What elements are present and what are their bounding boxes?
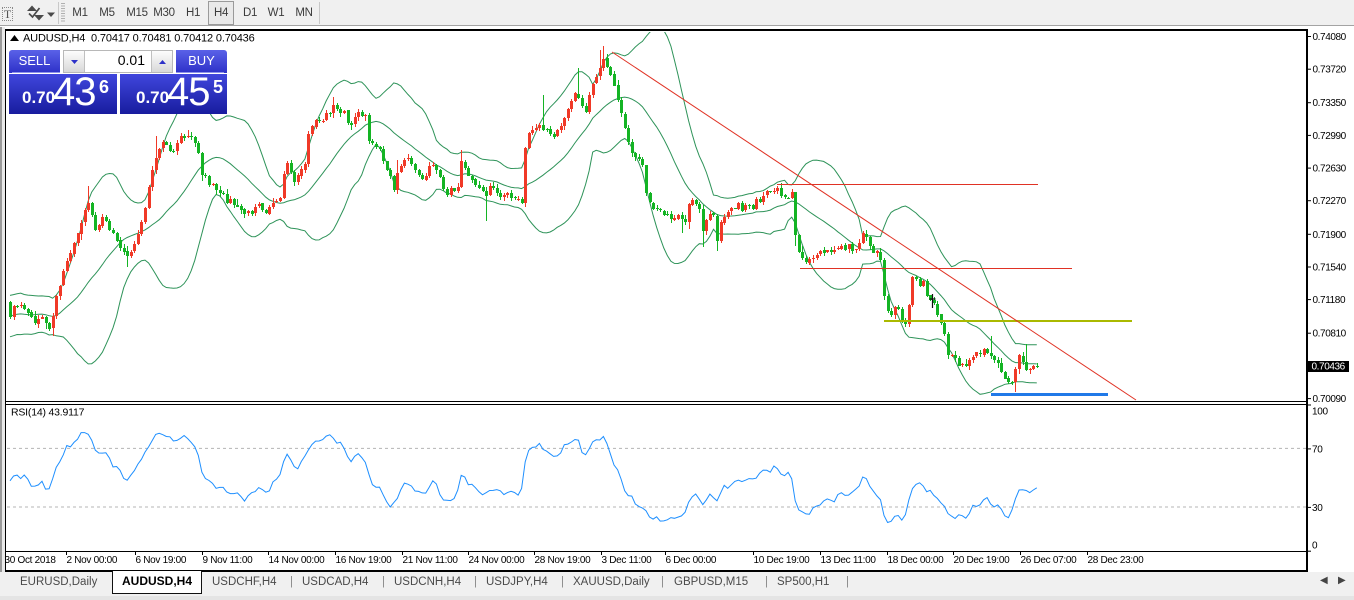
svg-text:0.70810: 0.70810 bbox=[1313, 329, 1347, 340]
svg-text:6 Nov 19:00: 6 Nov 19:00 bbox=[136, 555, 187, 566]
svg-text:0.72270: 0.72270 bbox=[1313, 196, 1347, 207]
svg-text:0: 0 bbox=[1312, 541, 1318, 552]
svg-text:0.73350: 0.73350 bbox=[1313, 98, 1347, 109]
svg-text:10 Dec 19:00: 10 Dec 19:00 bbox=[754, 555, 811, 566]
svg-text:16 Nov 19:00: 16 Nov 19:00 bbox=[336, 555, 393, 566]
svg-text:30 Oct 2018: 30 Oct 2018 bbox=[5, 555, 57, 566]
svg-text:28 Dec 23:00: 28 Dec 23:00 bbox=[1088, 555, 1145, 566]
svg-text:0.73720: 0.73720 bbox=[1313, 65, 1347, 76]
svg-text:100: 100 bbox=[1312, 407, 1329, 418]
svg-text:3 Dec 11:00: 3 Dec 11:00 bbox=[602, 555, 653, 566]
svg-text:2 Nov 00:00: 2 Nov 00:00 bbox=[67, 555, 118, 566]
svg-text:70: 70 bbox=[1312, 444, 1323, 455]
svg-text:0.72990: 0.72990 bbox=[1313, 131, 1347, 142]
svg-text:RSI(14) 43.9117: RSI(14) 43.9117 bbox=[11, 407, 85, 419]
svg-text:26 Dec 07:00: 26 Dec 07:00 bbox=[1021, 555, 1078, 566]
svg-text:21 Nov 11:00: 21 Nov 11:00 bbox=[403, 555, 459, 566]
svg-text:0.70090: 0.70090 bbox=[1313, 394, 1347, 405]
svg-text:24 Nov 00:00: 24 Nov 00:00 bbox=[469, 555, 526, 566]
svg-text:0.70436: 0.70436 bbox=[1312, 362, 1346, 373]
svg-text:0.74080: 0.74080 bbox=[1313, 32, 1347, 43]
svg-text:0.72630: 0.72630 bbox=[1313, 164, 1347, 175]
svg-text:0.71540: 0.71540 bbox=[1313, 263, 1347, 274]
svg-text:28 Nov 19:00: 28 Nov 19:00 bbox=[535, 555, 592, 566]
svg-text:14 Nov 00:00: 14 Nov 00:00 bbox=[269, 555, 326, 566]
svg-text:0.71900: 0.71900 bbox=[1313, 230, 1347, 241]
svg-text:AUDUSD,H4 0.70417 0.70481 0.7: AUDUSD,H4 0.70417 0.70481 0.70412 0.7043… bbox=[23, 33, 255, 45]
svg-text:6 Dec 00:00: 6 Dec 00:00 bbox=[666, 555, 717, 566]
svg-text:9 Nov 11:00: 9 Nov 11:00 bbox=[203, 555, 254, 566]
svg-text:13 Dec 11:00: 13 Dec 11:00 bbox=[821, 555, 877, 566]
svg-text:20 Dec 19:00: 20 Dec 19:00 bbox=[954, 555, 1011, 566]
svg-text:0.71180: 0.71180 bbox=[1313, 295, 1346, 306]
svg-text:18 Dec 00:00: 18 Dec 00:00 bbox=[888, 555, 945, 566]
svg-text:30: 30 bbox=[1312, 503, 1323, 514]
